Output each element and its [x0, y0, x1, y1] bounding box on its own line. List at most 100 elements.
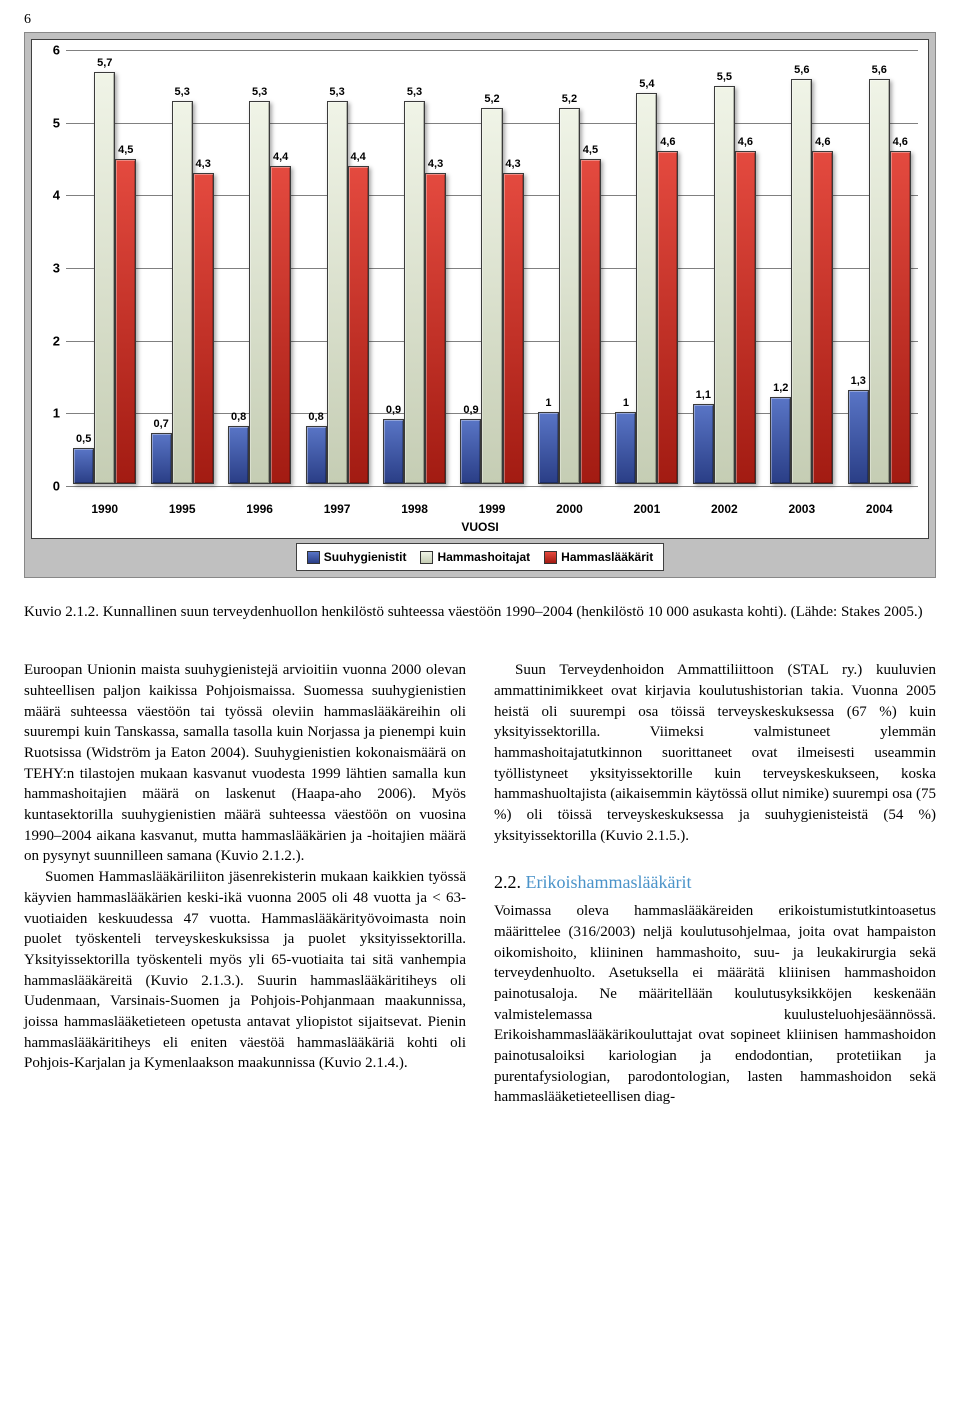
body-paragraph: Suomen Hammaslääkäriliiton jäsenrekister… — [24, 867, 466, 1074]
chart-x-axis-title: VUOSI — [32, 520, 928, 534]
chart-bar-value: 5,6 — [872, 64, 887, 76]
chart-plot: 0123456 0,55,74,50,75,34,30,85,34,40,85,… — [31, 39, 929, 539]
legend-label: Suuhygienistit — [324, 550, 407, 564]
chart-y-tick: 5 — [40, 115, 60, 130]
chart-bar: 4,3 — [193, 173, 214, 484]
chart-bar: 5,2 — [481, 108, 502, 484]
chart-frame: 0123456 0,55,74,50,75,34,30,85,34,40,85,… — [24, 32, 936, 578]
chart-bar: 5,2 — [559, 108, 580, 484]
chart-bar-group: 1,25,64,6 — [770, 50, 833, 484]
chart-bar: 5,7 — [94, 72, 115, 484]
chart-y-tick: 2 — [40, 333, 60, 348]
chart-bar-value: 4,6 — [893, 136, 908, 148]
chart-bar: 5,3 — [249, 101, 270, 484]
chart-bar-value: 1 — [623, 397, 629, 409]
chart-caption: Kuvio 2.1.2. Kunnallinen suun terveydenh… — [24, 602, 936, 622]
chart-bar-group: 0,95,34,3 — [383, 50, 446, 484]
chart-x-tick: 1997 — [306, 502, 369, 516]
chart-bars: 0,55,74,50,75,34,30,85,34,40,85,34,40,95… — [66, 50, 918, 484]
chart-y-tick: 1 — [40, 406, 60, 421]
legend-swatch — [544, 551, 557, 564]
chart-bar-value: 5,5 — [717, 71, 732, 83]
chart-bar: 4,6 — [890, 151, 911, 484]
chart-bar: 5,3 — [404, 101, 425, 484]
chart-bar-value: 4,5 — [118, 144, 133, 156]
legend-label: Hammaslääkärit — [561, 550, 653, 564]
chart-bar: 0,8 — [228, 426, 249, 484]
chart-bar-group: 0,85,34,4 — [306, 50, 369, 484]
chart-y-tick: 0 — [40, 479, 60, 494]
chart-bar: 1 — [538, 412, 559, 484]
chart-bar-value: 4,3 — [428, 158, 443, 170]
chart-x-tick: 2001 — [615, 502, 678, 516]
chart-bar-group: 15,44,6 — [615, 50, 678, 484]
legend-item: Suuhygienistit — [307, 550, 407, 564]
chart-bar: 4,3 — [503, 173, 524, 484]
body-columns: Euroopan Unionin maista suuhygienistejä … — [24, 660, 936, 1108]
page-number: 6 — [24, 12, 936, 28]
chart-bar-value: 1,2 — [773, 382, 788, 394]
chart-bar: 4,6 — [735, 151, 756, 484]
legend-label: Hammashoitajat — [437, 550, 530, 564]
chart-bar: 0,9 — [383, 419, 404, 484]
chart-bar-value: 4,3 — [505, 158, 520, 170]
chart-bar: 0,8 — [306, 426, 327, 484]
legend-item: Hammaslääkärit — [544, 550, 653, 564]
chart-bar-value: 4,4 — [350, 151, 365, 163]
section-paragraph: Voimassa oleva hammaslääkäreiden erikois… — [494, 901, 936, 1108]
chart-bar: 4,4 — [348, 166, 369, 484]
chart-bar-group: 15,24,5 — [538, 50, 601, 484]
chart-x-tick: 2002 — [693, 502, 756, 516]
chart-bar-value: 4,6 — [660, 136, 675, 148]
chart-bar: 0,5 — [73, 448, 94, 484]
chart-bar: 4,6 — [657, 151, 678, 484]
chart-bar: 5,4 — [636, 93, 657, 484]
chart-bar-value: 1,3 — [851, 375, 866, 387]
chart-y-tick: 4 — [40, 188, 60, 203]
body-paragraph: Suun Terveydenhoidon Ammattiliittoon (ST… — [494, 660, 936, 846]
chart-bar: 5,5 — [714, 86, 735, 484]
chart-bar: 4,3 — [425, 173, 446, 484]
chart-bar: 5,6 — [791, 79, 812, 484]
chart-bar-value: 4,4 — [273, 151, 288, 163]
chart-bar-value: 5,2 — [484, 93, 499, 105]
chart-bar-value: 1,1 — [696, 389, 711, 401]
chart-bar-group: 0,85,34,4 — [228, 50, 291, 484]
chart-bar: 1 — [615, 412, 636, 484]
chart-bar: 5,3 — [172, 101, 193, 484]
section-block: 2.2. Erikoishammaslääkärit Voimassa olev… — [494, 870, 936, 1108]
chart-bar-value: 5,3 — [252, 86, 267, 98]
chart-x-tick: 2003 — [770, 502, 833, 516]
chart-bar-group: 0,95,24,3 — [460, 50, 523, 484]
chart-x-tick: 1995 — [151, 502, 214, 516]
chart-bar-value: 0,7 — [154, 418, 169, 430]
chart-x-tick: 1998 — [383, 502, 446, 516]
chart-bar-value: 5,3 — [407, 86, 422, 98]
chart-bar: 1,1 — [693, 404, 714, 484]
chart-x-tick: 1990 — [73, 502, 136, 516]
chart-y-tick: 3 — [40, 261, 60, 276]
chart-legend: Suuhygienistit Hammashoitajat Hammaslääkär… — [296, 543, 664, 571]
chart-bar-value: 0,9 — [386, 404, 401, 416]
chart-bar-group: 0,75,34,3 — [151, 50, 214, 484]
chart-bar: 0,9 — [460, 419, 481, 484]
body-paragraph: Euroopan Unionin maista suuhygienistejä … — [24, 660, 466, 867]
legend-item: Hammashoitajat — [420, 550, 530, 564]
legend-swatch — [420, 551, 433, 564]
chart-bar-value: 5,3 — [329, 86, 344, 98]
chart-bar-value: 0,8 — [308, 411, 323, 423]
chart-bar: 1,2 — [770, 397, 791, 484]
chart-bar-value: 5,6 — [794, 64, 809, 76]
chart-x-tick: 1999 — [460, 502, 523, 516]
chart-bar-value: 0,8 — [231, 411, 246, 423]
chart-y-tick: 6 — [40, 43, 60, 58]
chart-bar-value: 4,6 — [815, 136, 830, 148]
chart-bar: 5,3 — [327, 101, 348, 484]
chart-bar-group: 0,55,74,5 — [73, 50, 136, 484]
chart-bar-value: 5,7 — [97, 57, 112, 69]
chart-bar-group: 1,3 5,6 4,6 — [848, 50, 911, 484]
chart-bar-value: 5,2 — [562, 93, 577, 105]
chart-bar: 0,7 — [151, 433, 172, 484]
chart-bar-value: 4,3 — [196, 158, 211, 170]
chart-x-labels: 1990199519961997199819992000200120022003… — [66, 502, 918, 516]
